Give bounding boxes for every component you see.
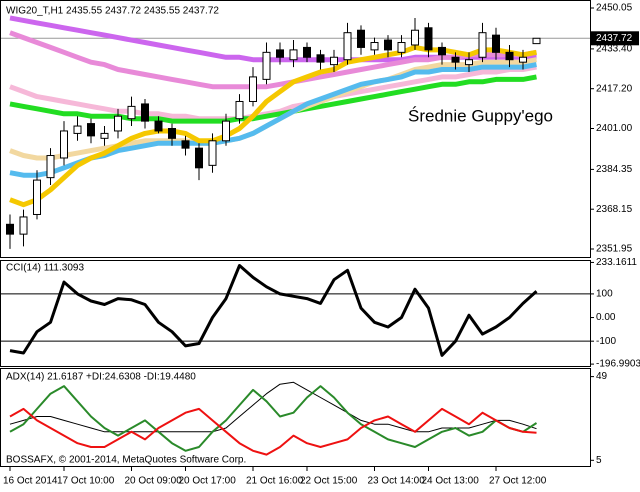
cci-title: CCI(14) 111.3093	[6, 263, 84, 274]
line	[9, 264, 538, 357]
y-tick-label: 0.00	[596, 312, 616, 323]
candle-body	[276, 49, 284, 58]
x-tick-label: 17 Oct 10:00	[57, 476, 115, 487]
y-tick-label: 2417.20	[596, 83, 633, 94]
y-tick-label: 2401.00	[596, 123, 633, 134]
candle-body	[411, 29, 419, 46]
adx-frame	[0, 368, 591, 467]
candle-body	[357, 29, 365, 48]
candle-body	[222, 120, 230, 142]
candle-body	[114, 115, 122, 132]
candle-body	[33, 179, 41, 215]
line	[9, 30, 537, 90]
candle-body	[343, 32, 352, 61]
y-tick-label: 2351.95	[596, 244, 633, 255]
adx-panel	[9, 381, 538, 456]
y-tick-label: -100	[596, 336, 616, 347]
candle-body	[46, 155, 55, 179]
last-price-box	[591, 31, 639, 46]
candle-body	[451, 56, 460, 63]
candle-body	[262, 51, 271, 80]
candle-body	[424, 27, 433, 51]
y-tick-label: 2384.35	[596, 164, 633, 175]
x-tick-label: 16 Oct 2014	[3, 476, 58, 487]
candle-body	[397, 42, 406, 53]
line	[9, 407, 537, 456]
line	[9, 381, 537, 433]
candle-body	[316, 54, 325, 63]
candle-body	[6, 223, 14, 235]
candle-body	[19, 216, 28, 235]
y-tick-label: 233.1611	[596, 257, 637, 268]
last-price-label: 2437.72	[596, 33, 633, 44]
y-tick-label: 2450.05	[596, 3, 633, 14]
candle-body	[370, 42, 379, 51]
cci-panel	[1, 264, 590, 357]
candle-body	[154, 120, 163, 132]
candle-body	[532, 37, 541, 45]
y-tick-label: 49	[596, 371, 608, 382]
x-tick-label: 23 Oct 14:00	[368, 476, 426, 487]
line	[9, 385, 538, 452]
y-tick-label: 2433.40	[596, 44, 633, 55]
candle-body	[519, 56, 527, 63]
x-tick-label: 20 Oct 09:00	[125, 476, 183, 487]
y-tick-label: 5	[596, 455, 602, 466]
candle-body	[438, 46, 446, 56]
price-title: WIG20_T,H1 2435.55 2437.72 2435.55 2437.…	[6, 6, 219, 17]
annotation: Średnie Guppy'ego	[408, 106, 553, 125]
x-tick-label: 27 Oct 12:00	[489, 476, 547, 487]
copyright: BOSSAFX, © 2001-2014, MetaQuotes Softwar…	[6, 455, 246, 466]
candle-body	[289, 49, 298, 61]
y-tick-label: 2368.15	[596, 204, 633, 215]
y-tick-label: 100	[596, 289, 613, 300]
x-tick-label: 21 Oct 16:00	[246, 476, 304, 487]
line	[9, 44, 537, 208]
candle-body	[87, 123, 95, 137]
y-tick-label: -196.9903	[596, 359, 640, 370]
line	[9, 74, 537, 124]
candle-body	[465, 59, 473, 66]
candle-body	[235, 100, 244, 120]
candle-body	[127, 105, 136, 120]
cci-frame	[0, 260, 591, 367]
price-frame	[0, 0, 591, 258]
candle-body	[181, 140, 190, 149]
candle-body	[492, 34, 500, 53]
x-tick-label: 22 Oct 15:00	[300, 476, 358, 487]
candle-body	[384, 39, 392, 51]
adx-title: ADX(14) 21.6187 +DI:24.6308 -DI:19.4480	[6, 372, 196, 383]
candle-body	[330, 56, 338, 66]
candle-body	[505, 51, 514, 61]
candle-body	[195, 147, 203, 169]
candle-body	[73, 125, 82, 134]
candle-body	[249, 76, 257, 102]
candle-body	[60, 130, 68, 159]
candle-body	[208, 140, 217, 166]
x-tick-label: 20 Oct 17:00	[179, 476, 237, 487]
x-tick-label: 24 Oct 13:00	[422, 476, 480, 487]
candle-body	[168, 128, 176, 139]
candle-body	[303, 46, 311, 58]
price-panel	[1, 15, 590, 249]
candle-body	[478, 32, 487, 58]
candle-body	[100, 132, 109, 139]
candle-body	[141, 103, 149, 122]
